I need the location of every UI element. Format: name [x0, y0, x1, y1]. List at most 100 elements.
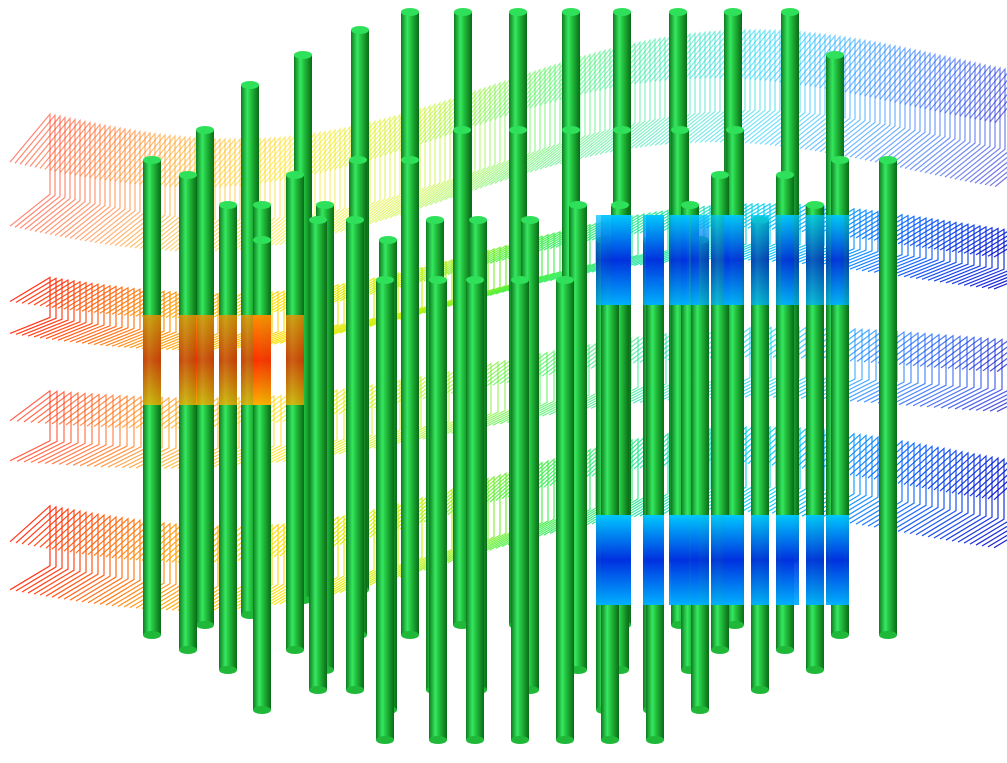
tube-icon	[511, 276, 529, 744]
streamline-icon	[81, 516, 123, 603]
streamline-icon	[354, 114, 396, 229]
streamline-icon	[919, 58, 961, 173]
streamline-icon	[72, 394, 114, 466]
streamline-icon	[564, 48, 606, 163]
streamline-icon	[399, 101, 441, 216]
streamline-icon	[963, 457, 1005, 544]
streamline-icon	[724, 28, 766, 143]
streamline-icon	[27, 507, 69, 594]
streamline-icon	[939, 453, 981, 540]
streamline-icon	[891, 332, 933, 405]
temperature-tint	[751, 515, 769, 605]
streamline-icon	[944, 63, 986, 178]
streamline-icon	[951, 455, 993, 542]
streamline-icon	[947, 337, 989, 409]
streamline-icon	[934, 61, 976, 176]
temperature-tint	[751, 215, 769, 305]
streamline-icon	[509, 64, 551, 179]
streamline-icon	[27, 279, 69, 337]
streamline-icon	[349, 115, 391, 230]
streamline-icon	[65, 393, 107, 466]
streamline-icon	[915, 221, 957, 280]
streamline-icon	[58, 393, 100, 465]
streamline-icon	[39, 118, 81, 233]
streamline-icon	[81, 286, 123, 344]
streamline-icon	[912, 334, 954, 407]
temperature-tint	[831, 215, 849, 305]
streamline-icon	[837, 435, 879, 522]
streamline-icon	[927, 223, 969, 281]
streamline-icon	[968, 340, 1007, 411]
temperature-tint	[196, 315, 214, 405]
streamline-icon	[933, 452, 975, 539]
streamline-icon	[69, 284, 111, 343]
streamline-icon	[739, 29, 781, 144]
temperature-tint	[601, 515, 619, 605]
streamline-icon	[51, 511, 93, 598]
streamline-icon	[33, 279, 75, 338]
streamline-icon	[63, 283, 105, 342]
streamline-icon	[933, 336, 975, 408]
streamline-icon	[909, 448, 951, 535]
streamline-icon	[734, 28, 776, 144]
streamline-icon	[984, 93, 1007, 186]
streamline-icon	[829, 39, 871, 154]
streamline-icon	[75, 285, 117, 344]
streamline-icon	[21, 506, 63, 593]
streamline-icon	[905, 334, 947, 406]
streamline-icon	[409, 97, 451, 212]
streamline-icon	[9, 504, 51, 591]
streamline-icon	[44, 119, 86, 235]
streamline-icon	[51, 392, 93, 465]
streamline-icon	[21, 278, 63, 336]
streamline-icon	[33, 508, 75, 595]
streamline-icon	[15, 505, 57, 592]
streamline-icon	[969, 72, 1007, 183]
streamline-icon	[924, 59, 966, 174]
streamline-icon	[940, 336, 982, 409]
streamline-icon	[929, 60, 971, 175]
tube-icon	[601, 276, 619, 744]
temperature-tint	[806, 515, 824, 605]
streamline-icon	[903, 219, 945, 278]
streamline-icon	[904, 54, 946, 170]
streamline-icon	[454, 82, 496, 198]
streamline-icon	[981, 474, 1007, 547]
temperature-tint	[179, 315, 197, 405]
streamline-icon	[975, 235, 1007, 288]
streamline-icon	[30, 391, 72, 463]
streamline-icon	[63, 513, 105, 600]
streamline-icon	[39, 509, 81, 596]
streamline-icon	[969, 461, 1007, 545]
streamline-icon	[974, 79, 1007, 184]
streamline-icon	[919, 335, 961, 407]
streamline-icon	[23, 390, 65, 463]
streamline-icon	[9, 389, 51, 462]
streamline-icon	[894, 52, 936, 167]
streamline-icon	[831, 209, 873, 268]
streamline-icon	[14, 113, 56, 228]
streamline-icon	[804, 35, 846, 150]
streamline-icon	[87, 286, 129, 345]
streamline-icon	[844, 42, 886, 157]
streamline-icon	[16, 390, 58, 462]
streamline-icon	[834, 40, 876, 155]
streamline-icon	[100, 395, 142, 468]
temperature-tint	[776, 515, 794, 605]
streamline-icon	[45, 281, 87, 340]
streamline-icon	[57, 283, 99, 341]
streamline-icon	[93, 287, 135, 346]
temperature-tint	[691, 215, 709, 305]
streamline-icon	[49, 120, 91, 236]
streamline-icon	[933, 224, 975, 282]
streamline-icon	[121, 396, 163, 469]
streamline-icon	[969, 231, 1007, 287]
temperature-tint	[711, 515, 729, 605]
streamline-icon	[57, 512, 99, 599]
streamline-icon	[891, 445, 933, 531]
streamline-icon	[891, 217, 933, 276]
tube-icon	[179, 171, 197, 654]
streamline-icon	[899, 53, 941, 168]
streamline-icon	[404, 99, 446, 214]
